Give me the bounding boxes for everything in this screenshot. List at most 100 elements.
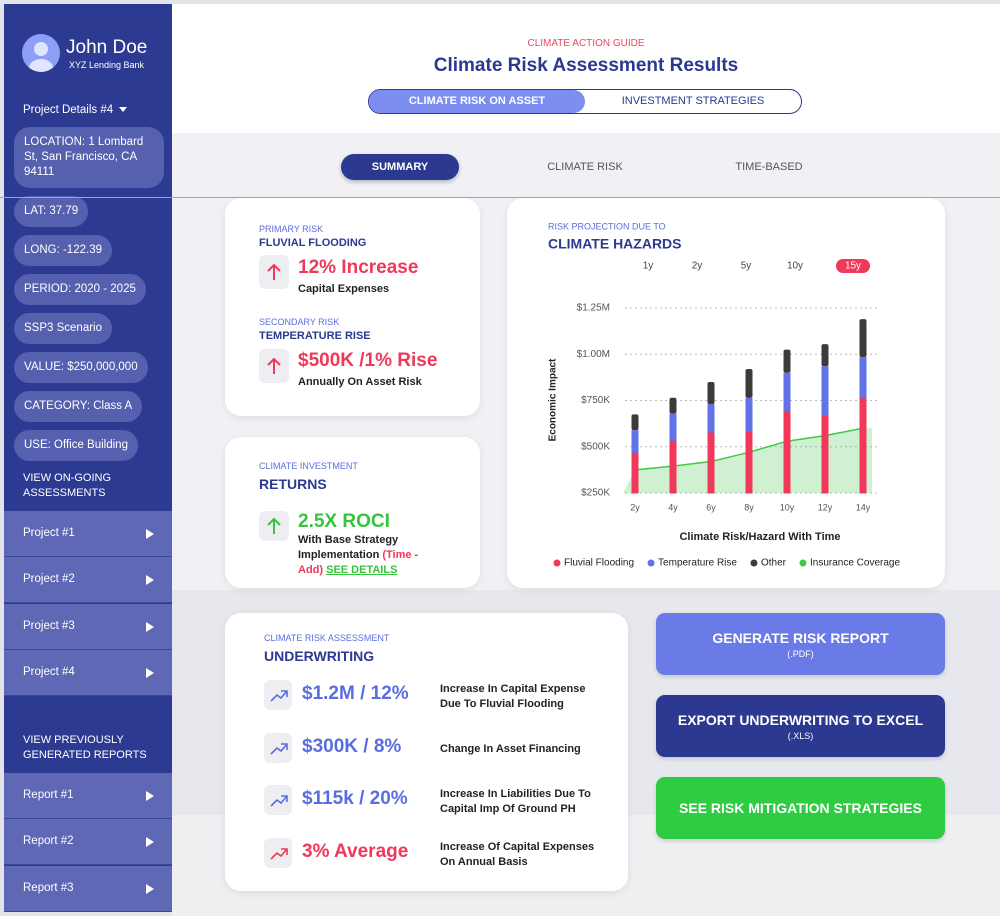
project-selector-label[interactable]: Project Details #4 (23, 104, 114, 116)
project-row[interactable]: Project #3 (4, 603, 172, 650)
underwriting-value: $115k / 20% (302, 788, 408, 809)
icon (264, 785, 292, 815)
label: PRIMARY RISK (259, 224, 324, 234)
tab[interactable]: CLIMATE RISK ON ASSET (369, 90, 585, 113)
returns-detail: With Base Strategy Implementation (Time … (298, 533, 438, 578)
underwriting-row: 3% Average Increase Of Capital Expenses O… (264, 834, 664, 874)
tab[interactable]: INVESTMENT STRATEGIES (621, 95, 765, 107)
y-tick-label: $750K (581, 395, 610, 406)
underwriting-text: Increase In Liabilities Due To Capital I… (440, 788, 591, 815)
guide-line (0, 197, 1000, 198)
chart-card: RISK PROJECTION DUE TO CLIMATE HAZARDS 1y 2… (507, 198, 945, 588)
underwriting-row: $1.2M / 12% Increase In Capital Expense D… (264, 676, 664, 716)
x-tick-label: 14y (856, 502, 871, 512)
x-tick-label: 4y (668, 502, 678, 512)
legend-label: Other (761, 558, 787, 569)
report-row[interactable]: Report #3 (4, 865, 172, 912)
report-row[interactable]: Report #1 (4, 773, 172, 819)
project-row[interactable]: Project #1 (4, 511, 172, 557)
bar-segment (707, 382, 715, 405)
risk-card: PRIMARY RISK FLUVIAL FLOODING 12% Increa… (225, 198, 480, 416)
range-pill[interactable] (836, 259, 870, 273)
bar-segment (821, 366, 829, 416)
detail-pill: LOCATION: 1 Lombard St, San Francisco, C… (14, 127, 164, 188)
icon (259, 255, 289, 289)
underwriting-value: $300K / 8% (302, 736, 402, 757)
legend-swatch (799, 559, 807, 567)
eyebrow: CLIMATE ACTION GUIDE (527, 38, 645, 49)
range-option[interactable]: 10y (787, 261, 803, 272)
bar-segment (821, 344, 829, 367)
subtab[interactable]: SUMMARY (341, 154, 459, 180)
x-tick-label: 8y (744, 502, 754, 512)
icon (259, 511, 289, 541)
range-option[interactable]: 2y (692, 261, 703, 272)
subtab[interactable]: CLIMATE RISK (547, 161, 623, 173)
bar-segment (859, 319, 867, 358)
icon (264, 680, 292, 710)
underwriting-text: Change In Asset Financing (440, 743, 581, 755)
chart-eyebrow: RISK PROJECTION DUE TO (548, 221, 666, 231)
bar-segment (669, 397, 677, 414)
x-axis-label: Climate Risk/Hazard With Time (679, 531, 840, 543)
bar-segment (859, 397, 867, 494)
bar-segment (745, 397, 753, 432)
underwriting-value: 3% Average (302, 841, 409, 862)
bar-segment (707, 431, 715, 494)
section-heading: VIEW ON-GOING ASSESSMENTS (23, 472, 111, 499)
project-row[interactable]: Project #4 (4, 649, 172, 696)
card-title: RETURNS (259, 476, 327, 492)
underwriting-card: CLIMATE RISK ASSESSMENT UNDERWRITING $1.… (225, 613, 628, 891)
button-format[interactable]: (.PDF) (787, 648, 814, 659)
risk-detail: Capital Expenses (298, 283, 390, 295)
y-tick-label: $1.25M (577, 303, 610, 314)
risk-value: $500K /1% Rise (298, 350, 438, 371)
returns-value: 2.5X ROCI (298, 511, 390, 532)
header (172, 4, 1000, 133)
project-row[interactable]: Project #2 (4, 557, 172, 604)
action-button[interactable]: SEE RISK MITIGATION STRATEGIES (656, 777, 945, 839)
legend-label: Insurance Coverage (810, 558, 900, 569)
detail-pill: CATEGORY: Class A (14, 391, 143, 422)
x-tick-label: 6y (706, 502, 716, 512)
risk-name: FLUVIAL FLOODING (259, 237, 367, 249)
report-row[interactable]: Report #2 (4, 819, 172, 866)
range-option[interactable]: 5y (741, 261, 752, 272)
detail-pill: LONG: -122.39 (14, 235, 112, 266)
note: (Time - Add) (298, 549, 419, 576)
x-tick-label: 12y (818, 502, 833, 512)
detail-pill: LAT: 37.79 (14, 196, 89, 227)
y-axis-label: Economic Impact (548, 358, 559, 441)
button-label[interactable]: SEE RISK MITIGATION STRATEGIES (679, 800, 922, 816)
see-details-link[interactable]: SEE DETAILS (326, 564, 398, 576)
label: CLIMATE RISK ASSESSMENT (264, 633, 390, 643)
button-label[interactable]: EXPORT UNDERWRITING TO EXCEL (677, 711, 924, 728)
tab-toggle: CLIMATE RISK ON ASSET INVESTMENT STRATEGI… (368, 89, 802, 114)
underwriting-row: $115k / 20% Increase In Liabilities Due T… (264, 781, 664, 821)
y-tick-label: $1.00M (577, 349, 610, 360)
button-label[interactable]: GENERATE RISK REPORT (712, 629, 889, 646)
bar-segment (745, 369, 753, 398)
icon (259, 349, 289, 383)
legend-swatch (750, 559, 758, 567)
range-option[interactable]: 1y (643, 261, 654, 272)
section-heading: VIEW PREVIOUSLY GENERATED REPORTS (23, 734, 147, 761)
bar-segment (783, 372, 791, 412)
avatar (22, 34, 60, 72)
range-option[interactable]: 15y (845, 261, 861, 272)
risk-value: 12% Increase (298, 257, 419, 278)
button-format[interactable]: (.XLS) (787, 730, 814, 741)
detail-pill: SSP3 Scenario (14, 313, 112, 344)
project-selector[interactable]: Project Details #4 (23, 104, 128, 116)
chart: RISK PROJECTION DUE TO CLIMATE HAZARDS 1y 2… (548, 221, 901, 569)
action-button[interactable]: GENERATE RISK REPORT (.PDF) (656, 613, 945, 675)
legend-label: Fluvial Flooding (564, 558, 634, 569)
action-button[interactable]: EXPORT UNDERWRITING TO EXCEL (.XLS) (656, 695, 945, 757)
underwriting-value: $1.2M / 12% (302, 683, 409, 704)
bar-segment (631, 430, 639, 453)
page-title: Climate Risk Assessment Results (433, 55, 739, 76)
icon (264, 733, 292, 763)
sidebar: John Doe XYZ Lending Bank Project Detail… (4, 4, 172, 912)
subtab[interactable]: TIME-BASED (735, 161, 803, 173)
